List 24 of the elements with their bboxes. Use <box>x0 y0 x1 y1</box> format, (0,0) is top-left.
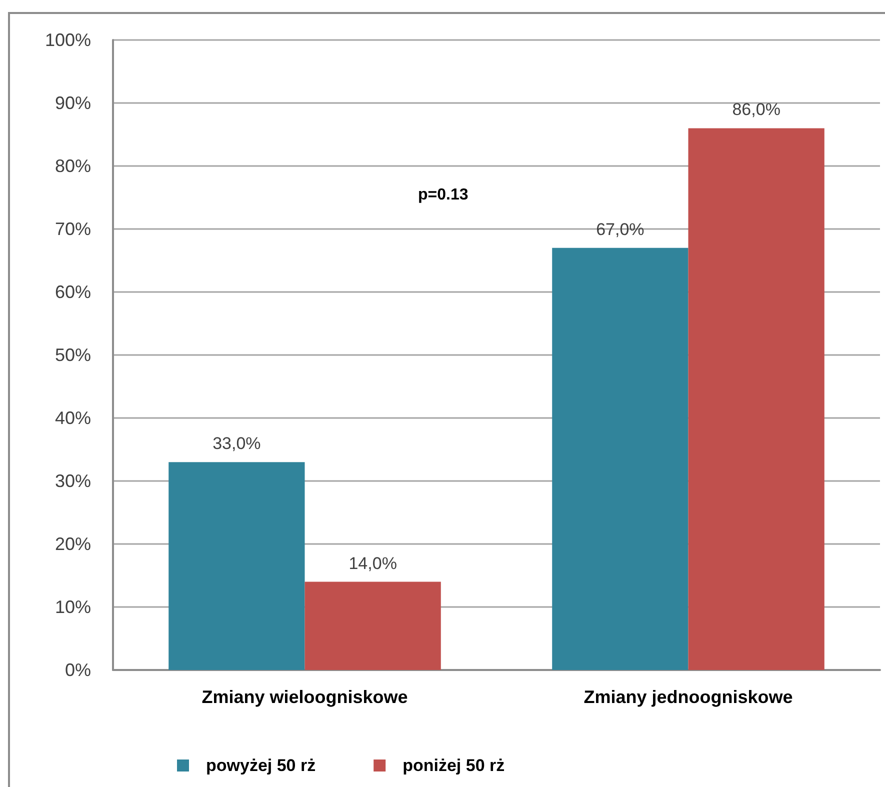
bar <box>304 582 441 670</box>
x-tick-label: Zmiany jednoogniskowe <box>584 687 793 707</box>
y-tick-label: 40% <box>54 408 91 428</box>
x-tick-label: Zmiany wieloogniskowe <box>202 687 408 707</box>
y-tick-label: 60% <box>54 282 91 302</box>
y-tick-label: 20% <box>54 534 91 554</box>
annotation: p=0.13 <box>418 186 468 204</box>
data-label: 14,0% <box>348 554 397 573</box>
bar <box>688 128 824 670</box>
y-tick-label: 10% <box>54 597 91 617</box>
bar <box>168 462 305 670</box>
y-tick-label: 30% <box>54 471 91 491</box>
legend-label: powyżej 50 rż <box>206 756 316 775</box>
legend-label: poniżej 50 rż <box>402 756 505 775</box>
y-tick-label: 100% <box>44 30 91 50</box>
y-tick-label: 80% <box>54 156 91 176</box>
y-tick-label: 70% <box>54 219 91 239</box>
y-tick-label: 0% <box>64 660 91 680</box>
data-label: 33,0% <box>212 434 261 454</box>
bar <box>552 248 688 670</box>
y-tick-label: 50% <box>54 345 91 365</box>
y-tick-label: 90% <box>54 93 91 113</box>
data-label: 86,0% <box>732 100 780 120</box>
data-label: 67,0% <box>596 220 644 239</box>
